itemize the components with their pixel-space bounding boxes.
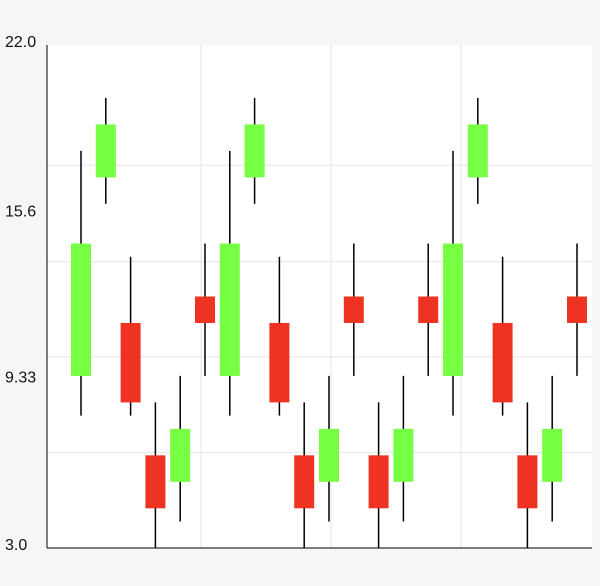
- candle: [145, 402, 166, 548]
- candle-body-up: [244, 124, 265, 178]
- candle: [393, 375, 414, 522]
- candle-body-down: [368, 455, 389, 509]
- candle: [170, 375, 191, 522]
- y-tick-label: 3.0: [5, 537, 27, 554]
- candle-body-up: [393, 428, 414, 482]
- candle-body-down: [294, 455, 315, 509]
- candle-body-down: [145, 455, 166, 509]
- candle: [368, 402, 389, 548]
- candle-body-down: [492, 322, 513, 403]
- candle-body-up: [219, 243, 240, 376]
- y-tick-labels: 22.0 15.6 9.33 3.0: [5, 34, 36, 554]
- candle-body-up: [467, 124, 488, 178]
- candle-body-up: [443, 243, 463, 376]
- candle-body-down: [517, 455, 538, 509]
- candle: [294, 402, 315, 548]
- y-tick-label: 9.33: [5, 369, 36, 386]
- candle-body-down: [195, 296, 215, 323]
- candle: [492, 256, 513, 416]
- candle-body-up: [95, 124, 116, 178]
- candle: [443, 150, 463, 416]
- candle-body-up: [542, 428, 563, 482]
- candle-body-down: [567, 296, 587, 323]
- candle-body-up: [170, 428, 191, 482]
- candles: [71, 97, 587, 548]
- candle-body-down: [343, 296, 364, 323]
- candle-body-up: [319, 428, 339, 482]
- candle: [319, 375, 339, 522]
- candle: [269, 256, 290, 416]
- candle-body-down: [269, 322, 290, 403]
- candle: [343, 243, 364, 376]
- candle-body-down: [120, 322, 141, 403]
- candle: [71, 150, 91, 416]
- candle: [517, 402, 538, 548]
- candle: [219, 150, 240, 416]
- candle: [567, 243, 587, 376]
- axes: [46, 45, 592, 549]
- candle: [467, 97, 488, 204]
- candle: [95, 97, 116, 204]
- candle-body-down: [418, 296, 439, 323]
- y-tick-label: 15.6: [5, 203, 36, 220]
- candle: [418, 243, 439, 376]
- candle: [542, 375, 563, 522]
- y-tick-label: 22.0: [5, 34, 36, 51]
- candle: [244, 97, 265, 204]
- candle-body-up: [71, 243, 91, 376]
- candle: [120, 256, 141, 416]
- candle: [195, 243, 215, 376]
